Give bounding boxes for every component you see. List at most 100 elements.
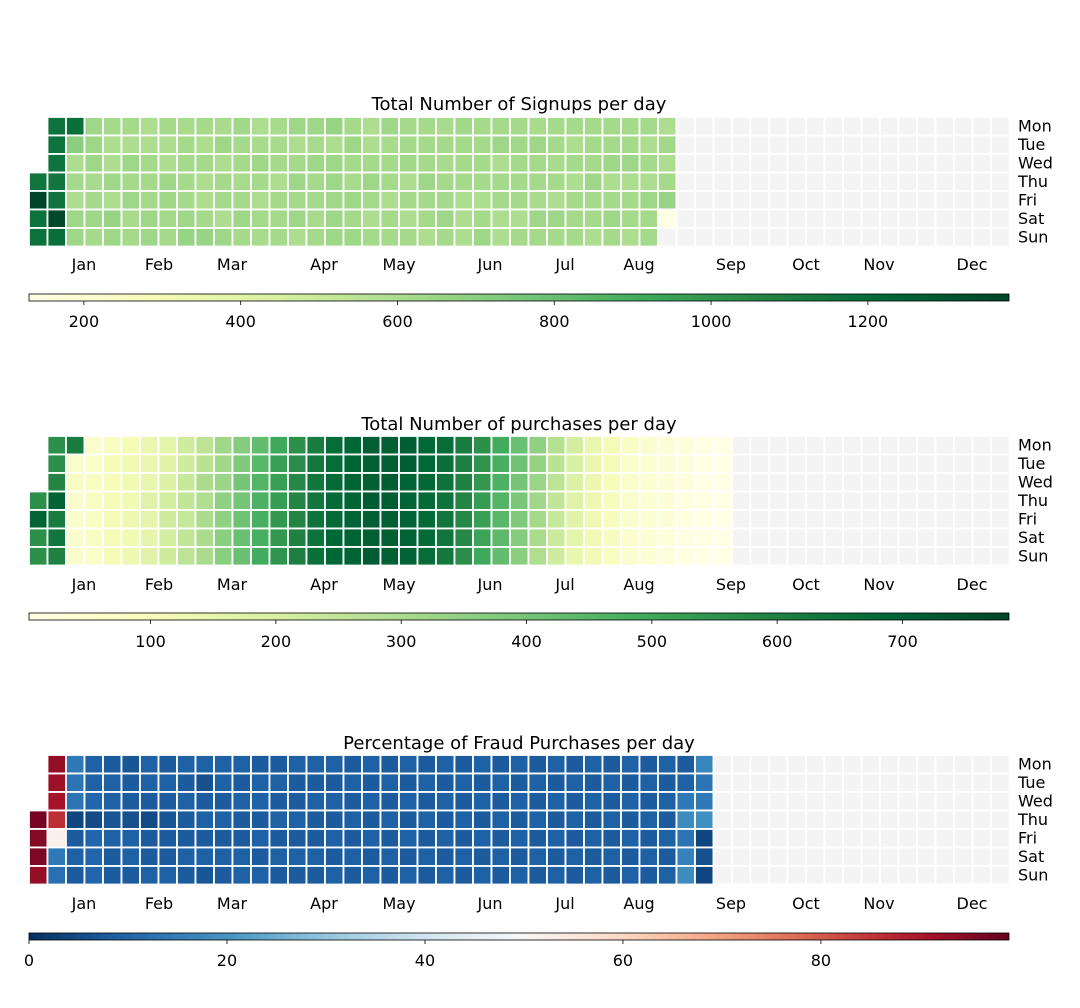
day-cell bbox=[268, 134, 289, 155]
day-cell bbox=[139, 754, 160, 775]
weekday-label: Sat bbox=[1018, 847, 1044, 866]
empty-day-cell bbox=[731, 171, 752, 192]
empty-day-cell bbox=[749, 846, 770, 867]
day-cell bbox=[546, 171, 567, 192]
empty-day-cell bbox=[842, 546, 863, 567]
day-cell bbox=[398, 509, 419, 530]
empty-day-cell bbox=[749, 453, 770, 474]
day-cell bbox=[250, 435, 271, 456]
day-cell bbox=[324, 472, 345, 493]
day-cell bbox=[435, 509, 456, 530]
day-cell bbox=[453, 208, 474, 229]
day-cell bbox=[28, 865, 49, 886]
month-label: Nov bbox=[863, 255, 894, 274]
day-cell bbox=[287, 490, 308, 511]
empty-day-cell bbox=[990, 509, 1011, 530]
day-cell bbox=[157, 190, 178, 211]
day-cell bbox=[657, 546, 678, 567]
empty-day-cell bbox=[934, 527, 955, 548]
day-cell bbox=[213, 190, 234, 211]
day-cell bbox=[65, 809, 86, 830]
empty-day-cell bbox=[953, 227, 974, 248]
empty-day-cell bbox=[879, 116, 900, 137]
empty-day-cell bbox=[897, 846, 918, 867]
day-cell bbox=[361, 472, 382, 493]
empty-day-cell bbox=[805, 865, 826, 886]
day-cell bbox=[361, 546, 382, 567]
day-cell bbox=[268, 208, 289, 229]
empty-day-cell bbox=[749, 208, 770, 229]
empty-day-cell bbox=[712, 791, 733, 812]
day-cell bbox=[601, 509, 622, 530]
empty-day-cell bbox=[860, 190, 881, 211]
empty-day-cell bbox=[971, 527, 992, 548]
day-cell bbox=[176, 171, 197, 192]
day-cell bbox=[250, 546, 271, 567]
day-cell bbox=[416, 453, 437, 474]
day-cell bbox=[194, 171, 215, 192]
day-cell bbox=[361, 453, 382, 474]
day-cell bbox=[46, 546, 67, 567]
day-cell bbox=[157, 509, 178, 530]
day-cell bbox=[324, 153, 345, 174]
day-cell bbox=[305, 828, 326, 849]
day-cell bbox=[28, 190, 49, 211]
empty-day-cell bbox=[860, 772, 881, 793]
empty-day-cell bbox=[897, 754, 918, 775]
day-cell bbox=[564, 809, 585, 830]
day-cell bbox=[28, 509, 49, 530]
day-cell bbox=[638, 772, 659, 793]
day-cell bbox=[157, 809, 178, 830]
empty-day-cell bbox=[953, 828, 974, 849]
day-cell bbox=[83, 227, 104, 248]
day-cell bbox=[83, 772, 104, 793]
day-cell bbox=[657, 453, 678, 474]
colorbar-tick-label: 1000 bbox=[691, 312, 732, 331]
day-cell bbox=[342, 153, 363, 174]
day-cell bbox=[398, 846, 419, 867]
day-cell bbox=[453, 791, 474, 812]
day-cell bbox=[620, 791, 641, 812]
empty-day-cell bbox=[823, 772, 844, 793]
day-cell bbox=[453, 546, 474, 567]
day-cell bbox=[324, 772, 345, 793]
day-cell bbox=[657, 527, 678, 548]
empty-day-cell bbox=[842, 190, 863, 211]
empty-day-cell bbox=[916, 809, 937, 830]
day-cell bbox=[657, 809, 678, 830]
day-cell bbox=[46, 527, 67, 548]
empty-day-cell bbox=[971, 153, 992, 174]
empty-day-cell bbox=[749, 546, 770, 567]
day-cell bbox=[305, 153, 326, 174]
day-cell bbox=[157, 527, 178, 548]
day-cell bbox=[157, 754, 178, 775]
empty-day-cell bbox=[916, 791, 937, 812]
day-cell bbox=[620, 153, 641, 174]
day-cell bbox=[342, 190, 363, 211]
day-cell bbox=[453, 435, 474, 456]
day-cell bbox=[638, 453, 659, 474]
day-cell bbox=[46, 490, 67, 511]
day-cell bbox=[416, 153, 437, 174]
day-cell bbox=[583, 153, 604, 174]
day-cell bbox=[379, 171, 400, 192]
day-cell bbox=[139, 865, 160, 886]
month-label: Dec bbox=[957, 255, 988, 274]
day-cell bbox=[435, 490, 456, 511]
empty-day-cell bbox=[842, 435, 863, 456]
day-cell bbox=[213, 546, 234, 567]
day-cell bbox=[583, 490, 604, 511]
empty-day-cell bbox=[805, 208, 826, 229]
empty-day-cell bbox=[786, 865, 807, 886]
day-cell bbox=[638, 509, 659, 530]
weekday-label: Wed bbox=[1018, 473, 1053, 492]
day-cell bbox=[638, 546, 659, 567]
day-cell bbox=[157, 472, 178, 493]
purchases-panel: Total Number of purchases per day MonTue… bbox=[28, 414, 1053, 651]
day-cell bbox=[120, 453, 141, 474]
empty-day-cell bbox=[805, 171, 826, 192]
day-cell bbox=[638, 865, 659, 886]
day-cell bbox=[527, 435, 548, 456]
colorbar-tick-label: 60 bbox=[613, 951, 633, 970]
